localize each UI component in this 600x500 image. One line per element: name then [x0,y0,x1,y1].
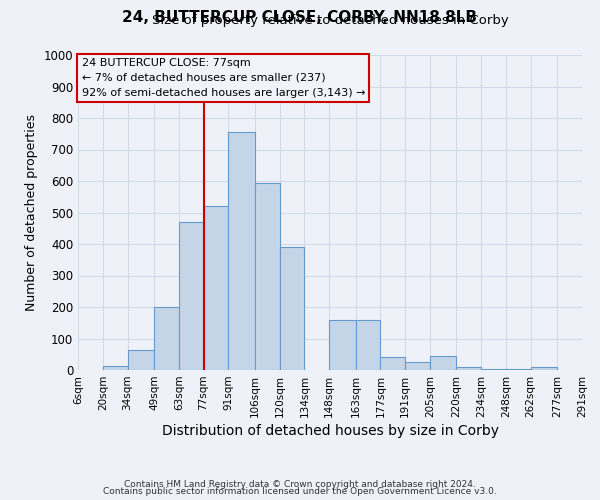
X-axis label: Distribution of detached houses by size in Corby: Distribution of detached houses by size … [161,424,499,438]
Bar [356,320,380,370]
Bar [229,132,255,370]
Bar [179,222,203,370]
Bar [430,356,457,370]
Bar [255,182,280,370]
Bar [203,206,229,370]
Y-axis label: Number of detached properties: Number of detached properties [25,114,38,311]
Text: 24, BUTTERCUP CLOSE, CORBY, NN18 8LB: 24, BUTTERCUP CLOSE, CORBY, NN18 8LB [122,10,478,25]
Bar [128,350,154,370]
Bar [531,367,557,370]
Bar [481,368,506,370]
Title: Size of property relative to detached houses in Corby: Size of property relative to detached ho… [152,14,508,28]
Bar [457,367,481,370]
Bar [103,366,128,370]
Text: Contains HM Land Registry data © Crown copyright and database right 2024.: Contains HM Land Registry data © Crown c… [124,480,476,489]
Bar [280,247,304,370]
Bar [154,307,179,370]
Bar [380,357,405,370]
Text: 24 BUTTERCUP CLOSE: 77sqm
← 7% of detached houses are smaller (237)
92% of semi-: 24 BUTTERCUP CLOSE: 77sqm ← 7% of detach… [82,58,365,98]
Text: Contains public sector information licensed under the Open Government Licence v3: Contains public sector information licen… [103,488,497,496]
Bar [329,320,356,370]
Bar [405,362,430,370]
